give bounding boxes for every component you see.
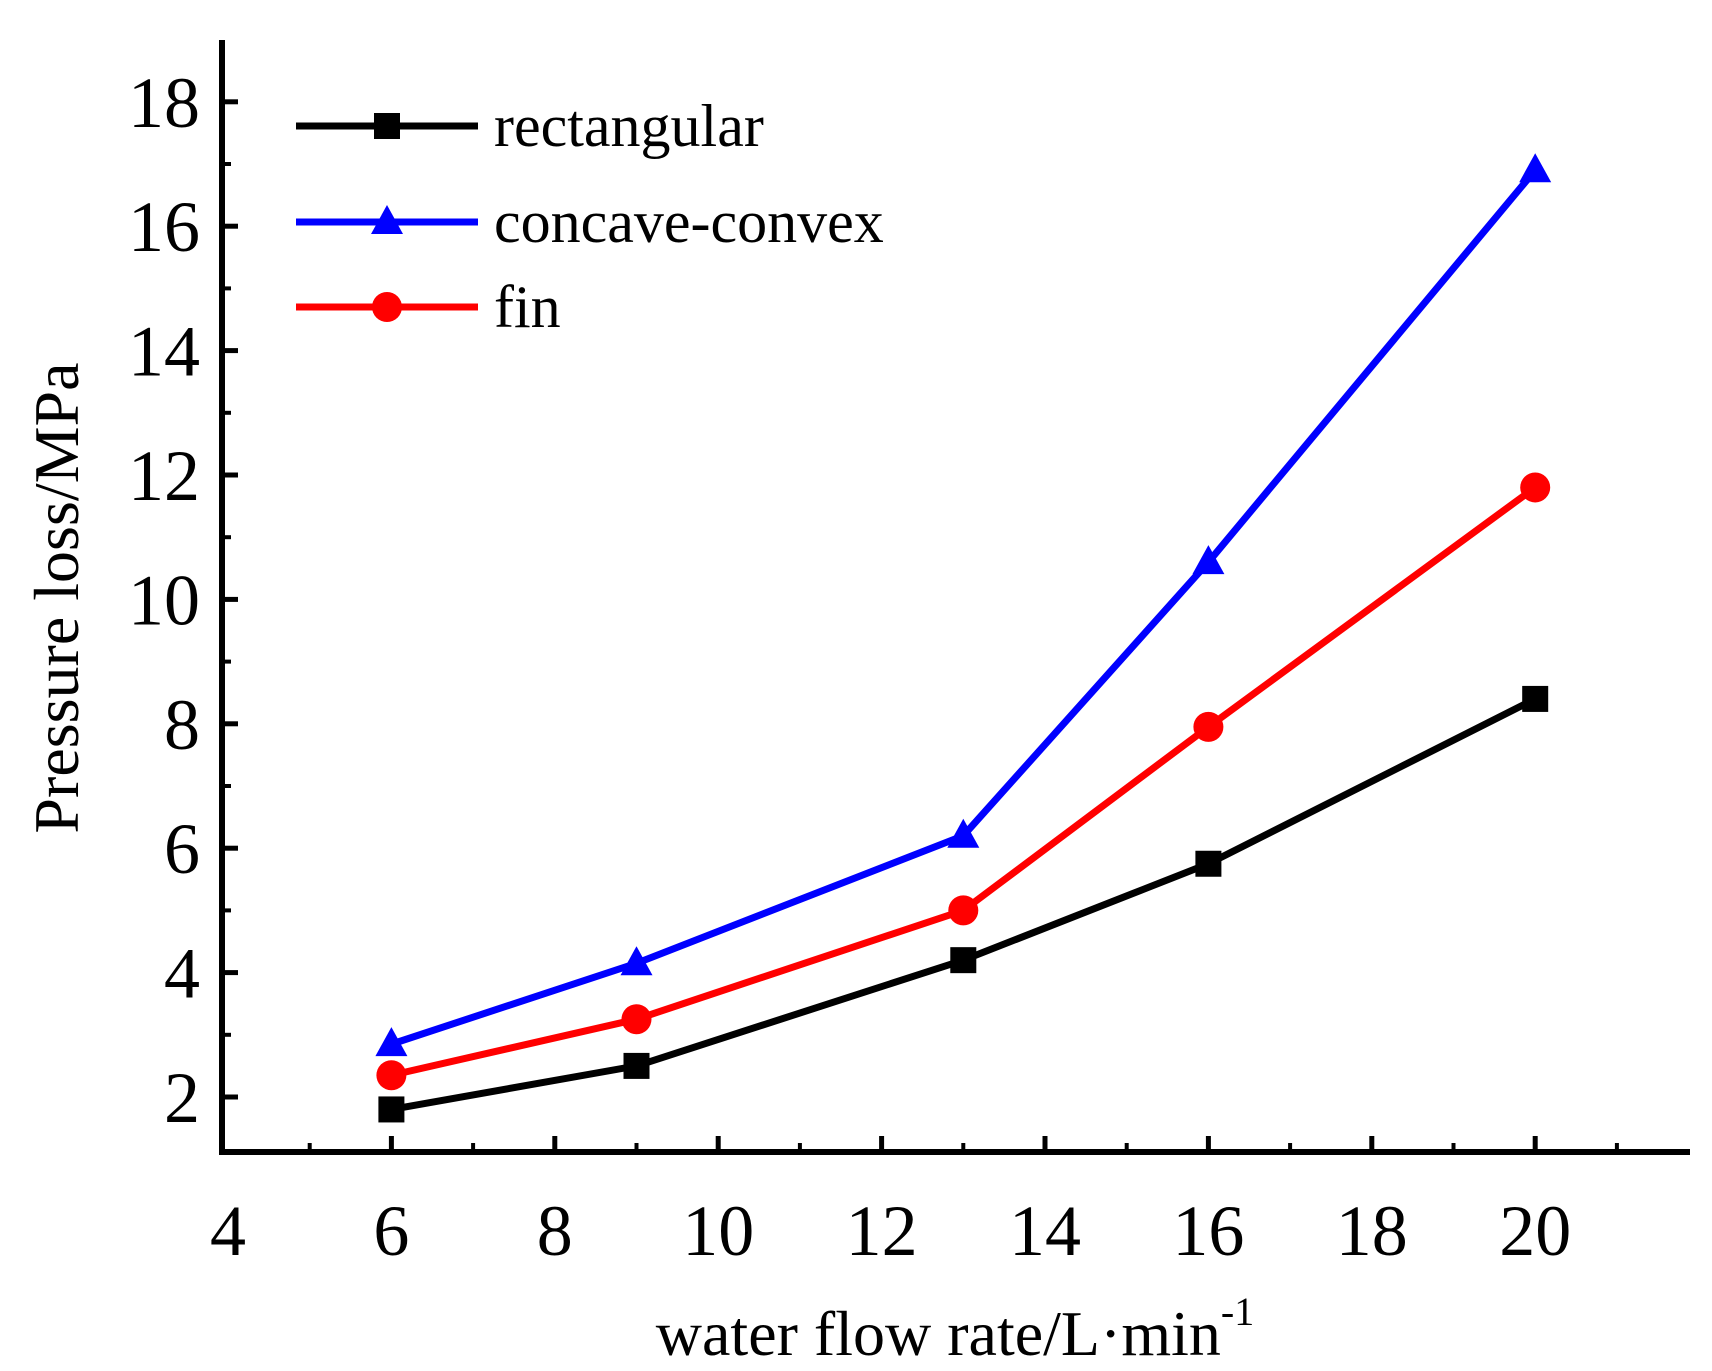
x-tick-label-4: 4: [210, 1191, 246, 1271]
point-rectangular-20: [1522, 685, 1549, 712]
x-tick-label-10: 10: [682, 1191, 754, 1271]
point-rectangular-13: [950, 947, 977, 974]
x-tick-label-6: 6: [373, 1191, 409, 1271]
legend-label-rectangular: rectangular: [494, 93, 764, 159]
point-concave-convex-6: [375, 1027, 408, 1057]
x-tick-label-16: 16: [1172, 1191, 1244, 1271]
legend-label-fin: fin: [494, 274, 561, 340]
y-tick-label-14: 14: [128, 312, 200, 392]
y-tick-label-10: 10: [128, 560, 200, 640]
point-fin-6: [376, 1060, 407, 1091]
x-tick-label-12: 12: [846, 1191, 918, 1271]
ticks: [222, 99, 1619, 1152]
legend-marker-concave-convex: [371, 205, 403, 234]
point-concave-convex-20: [1519, 153, 1552, 183]
x-tick-label-14: 14: [1009, 1191, 1081, 1271]
point-fin-16: [1193, 711, 1224, 742]
point-concave-convex-13: [947, 818, 980, 848]
point-fin-9: [621, 1004, 652, 1035]
point-rectangular-16: [1195, 850, 1222, 877]
y-tick-label-2: 2: [164, 1058, 200, 1138]
x-tick-label-18: 18: [1336, 1191, 1408, 1271]
axes: [219, 40, 1690, 1155]
y-tick-label-18: 18: [128, 63, 200, 143]
legend-marker-rectangular: [374, 113, 400, 139]
point-fin-13: [948, 895, 979, 926]
point-fin-20: [1520, 472, 1551, 503]
legend: rectangular concave-convex fin: [296, 93, 884, 340]
series-markers: [375, 153, 1552, 1123]
x-tick-label-20: 20: [1499, 1191, 1571, 1271]
y-tick-label-16: 16: [128, 187, 200, 267]
point-concave-convex-16: [1192, 545, 1225, 575]
x-axis-label-superscript: -1: [1221, 1289, 1254, 1334]
y-tick-label-6: 6: [164, 809, 200, 889]
y-axis-label: Pressure loss/MPa: [21, 362, 92, 833]
y-tick-label-4: 4: [164, 934, 200, 1014]
y-tick-label-12: 12: [128, 436, 200, 516]
legend-marker-fin: [372, 292, 402, 322]
x-axis-label-main: water flow rate/L·min: [656, 1298, 1221, 1369]
x-tick-label-8: 8: [537, 1191, 573, 1271]
legend-label-concave-convex: concave-convex: [494, 189, 884, 255]
point-concave-convex-9: [620, 946, 653, 976]
x-axis-label: water flow rate/L·min-1: [656, 1289, 1254, 1369]
y-tick-label-8: 8: [164, 685, 200, 765]
point-rectangular-6: [378, 1096, 405, 1123]
point-rectangular-9: [623, 1052, 650, 1079]
